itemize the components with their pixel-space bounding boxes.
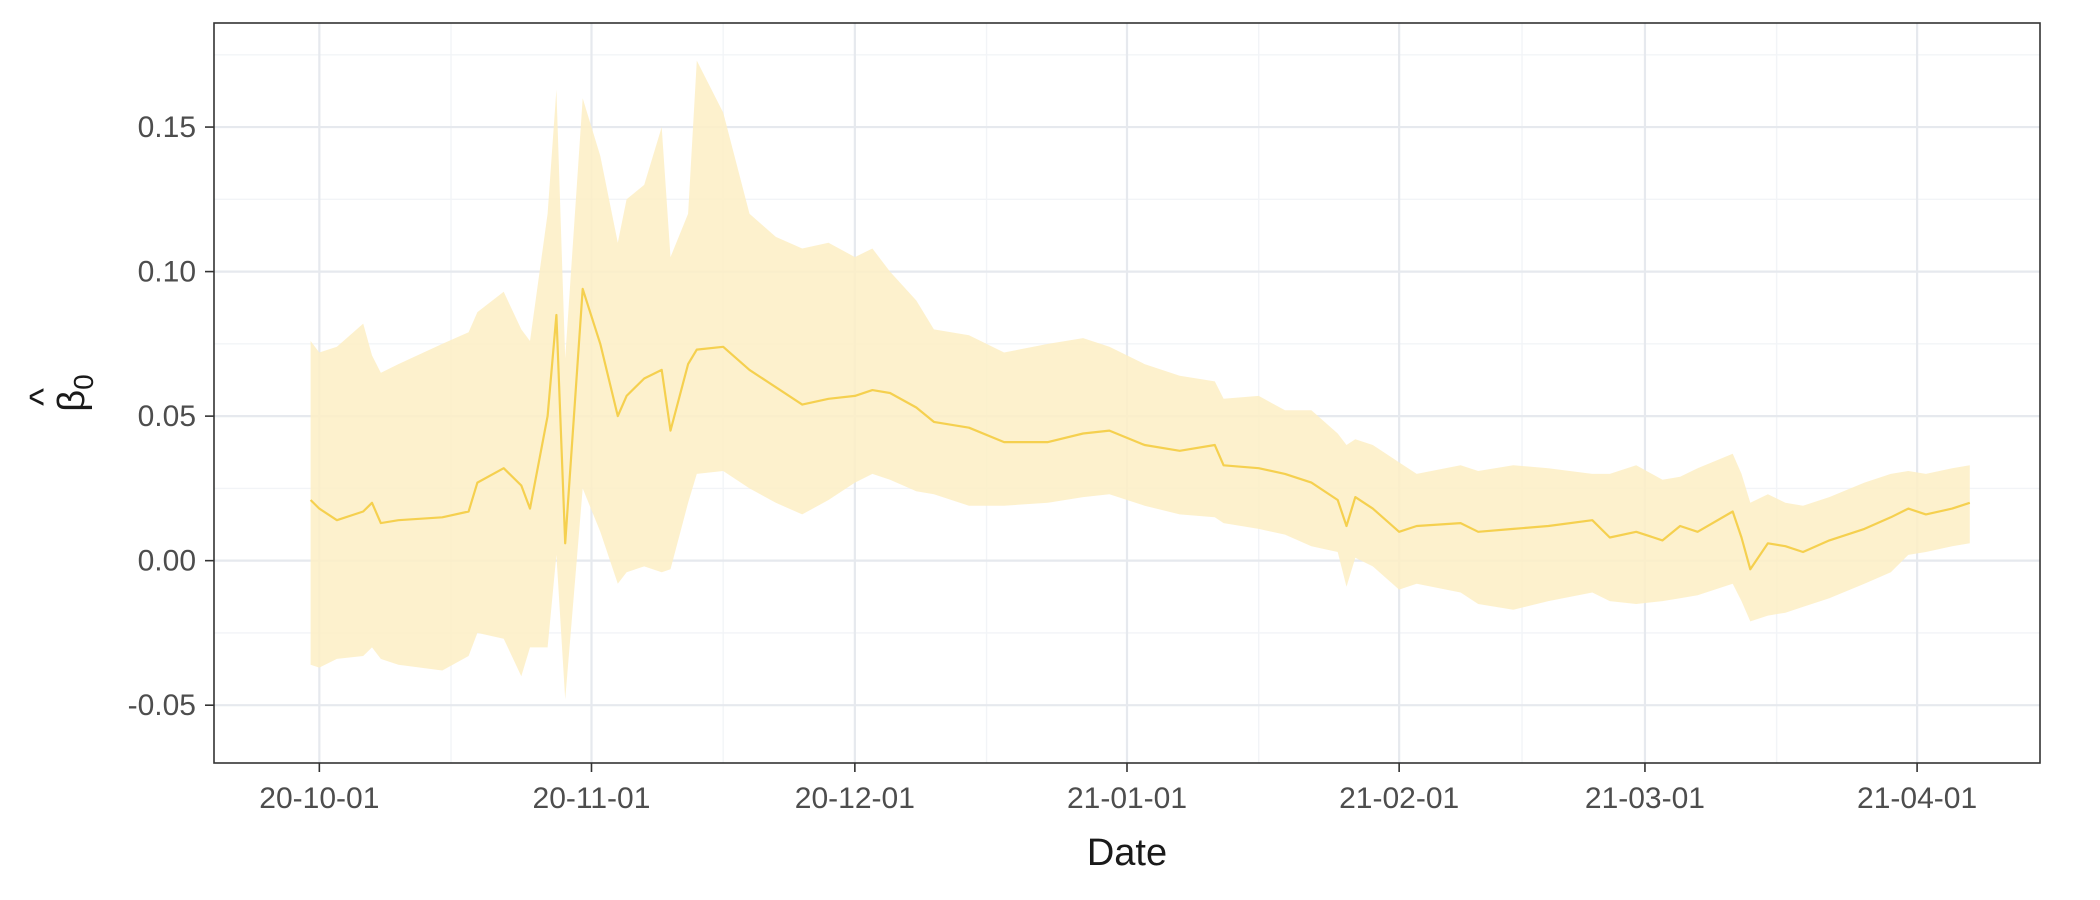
y-tick-label: 0.10 [138, 256, 196, 289]
y-axis-title-hat: ^ [23, 388, 65, 406]
y-axis-title-subscript: 0 [68, 374, 99, 390]
y-axis-title-beta: β [51, 390, 93, 412]
x-tick-label: 21-02-01 [1339, 782, 1459, 815]
x-tick-label: 20-12-01 [795, 782, 915, 815]
x-tick-label: 21-04-01 [1857, 782, 1977, 815]
y-axis-title: β0 ^ [23, 374, 99, 411]
estimate-line [309, 287, 1971, 571]
y-tick-label: 0.05 [138, 400, 196, 433]
y-tick-label: 0.00 [138, 545, 196, 578]
x-axis-title: Date [1087, 832, 1167, 874]
confidence-band [310, 60, 1970, 700]
y-axis-title-symbol: β0 [51, 374, 99, 411]
x-axis: 20-10-01 20-11-01 20-12-01 21-01-01 21-02-01… [259, 763, 1977, 815]
x-tick-label: 20-11-01 [533, 782, 651, 815]
y-axis: -0.05 0.00 0.05 0.10 0.15 [128, 111, 214, 722]
plot-area [309, 60, 1971, 700]
x-tick-label: 21-03-01 [1585, 782, 1705, 815]
y-tick-label: -0.05 [128, 689, 196, 722]
x-tick-label: 20-10-01 [259, 782, 379, 815]
x-tick-label: 21-01-01 [1067, 782, 1187, 815]
y-tick-label: 0.15 [138, 111, 196, 144]
